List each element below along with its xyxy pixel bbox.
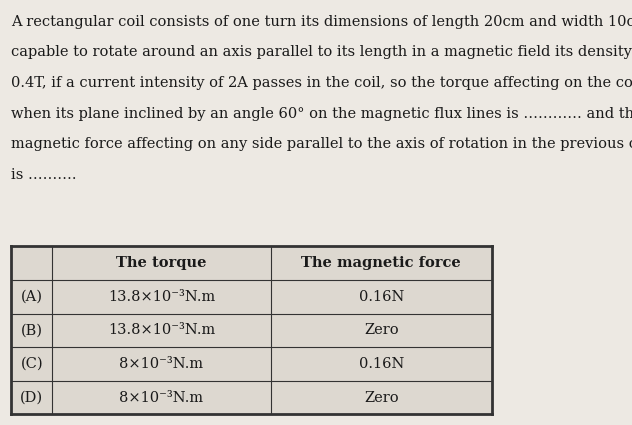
- Text: (D): (D): [20, 391, 44, 405]
- Bar: [11, 347, 52, 381]
- Text: magnetic force affecting on any side parallel to the axis of rotation in the pre: magnetic force affecting on any side par…: [11, 137, 632, 151]
- Bar: [11, 314, 52, 347]
- Text: Zero: Zero: [364, 323, 399, 337]
- Bar: [270, 381, 492, 414]
- Text: 8×10⁻³N.m: 8×10⁻³N.m: [119, 391, 204, 405]
- Bar: [52, 314, 270, 347]
- Bar: [270, 246, 492, 280]
- Text: The magnetic force: The magnetic force: [301, 256, 461, 270]
- Text: when its plane inclined by an angle 60° on the magnetic flux lines is ………… and t: when its plane inclined by an angle 60° …: [11, 107, 632, 121]
- Text: (A): (A): [21, 290, 43, 304]
- Bar: [52, 246, 270, 280]
- Bar: [270, 280, 492, 314]
- Bar: [52, 280, 270, 314]
- Bar: [11, 381, 52, 414]
- Text: 13.8×10⁻³N.m: 13.8×10⁻³N.m: [108, 290, 215, 304]
- Text: 8×10⁻³N.m: 8×10⁻³N.m: [119, 357, 204, 371]
- Text: 0.16N: 0.16N: [358, 290, 404, 304]
- Text: is ……….: is ……….: [11, 168, 77, 182]
- Text: Zero: Zero: [364, 391, 399, 405]
- Bar: [270, 314, 492, 347]
- Text: (C): (C): [20, 357, 43, 371]
- Bar: [11, 246, 52, 280]
- Text: 0.16N: 0.16N: [358, 357, 404, 371]
- Text: The torque: The torque: [116, 256, 207, 270]
- Text: A rectangular coil consists of one turn its dimensions of length 20cm and width : A rectangular coil consists of one turn …: [11, 15, 632, 29]
- Bar: [52, 381, 270, 414]
- Text: 0.4T, if a current intensity of 2A passes in the coil, so the torque affecting o: 0.4T, if a current intensity of 2A passe…: [11, 76, 632, 90]
- Text: 13.8×10⁻³N.m: 13.8×10⁻³N.m: [108, 323, 215, 337]
- Bar: [270, 347, 492, 381]
- Text: (B): (B): [21, 323, 43, 337]
- Text: capable to rotate around an axis parallel to its length in a magnetic field its : capable to rotate around an axis paralle…: [11, 45, 632, 60]
- Bar: [11, 280, 52, 314]
- Bar: [52, 347, 270, 381]
